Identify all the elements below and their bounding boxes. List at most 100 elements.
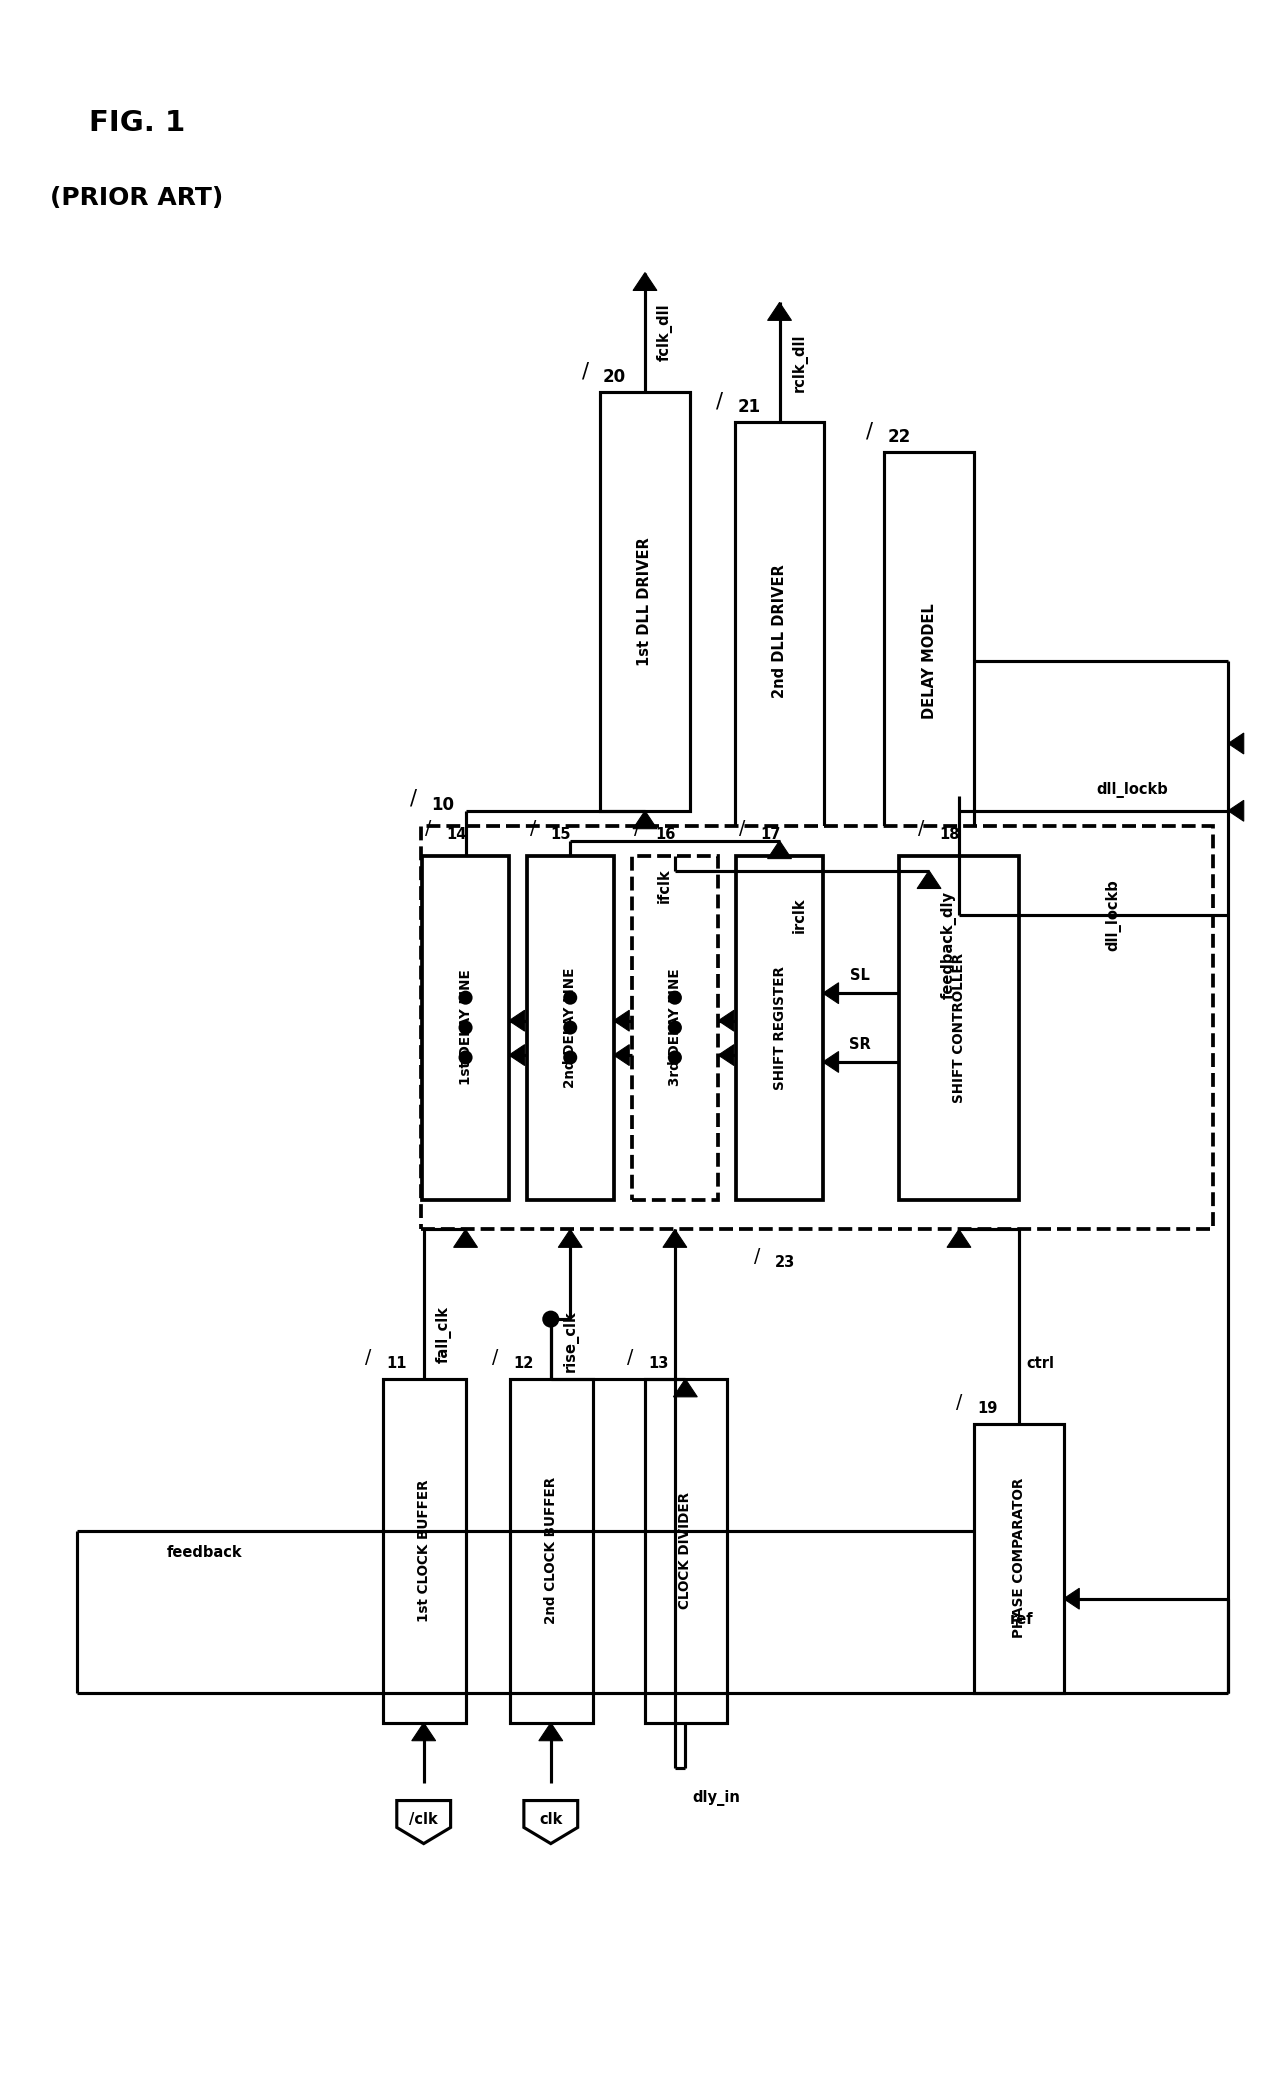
Polygon shape — [1228, 800, 1243, 821]
Polygon shape — [822, 983, 839, 1004]
Text: 17: 17 — [760, 827, 780, 842]
Text: DELAY MODEL: DELAY MODEL — [922, 603, 937, 718]
Polygon shape — [509, 1044, 524, 1065]
Text: 18: 18 — [940, 827, 960, 842]
Text: ref: ref — [1010, 1613, 1034, 1628]
Bar — [645, 1380, 727, 1722]
Text: 19: 19 — [977, 1401, 997, 1415]
Polygon shape — [1228, 733, 1243, 754]
Text: /: / — [956, 1392, 963, 1413]
Circle shape — [459, 1052, 472, 1063]
Text: /: / — [918, 819, 924, 838]
Bar — [734, 422, 825, 840]
Text: 12: 12 — [514, 1357, 534, 1371]
Polygon shape — [1063, 1588, 1080, 1609]
Text: /: / — [866, 420, 873, 441]
Text: 2nd CLOCK BUFFER: 2nd CLOCK BUFFER — [543, 1476, 557, 1625]
Text: feedback: feedback — [167, 1546, 242, 1560]
Circle shape — [669, 1021, 681, 1033]
Bar — [421, 825, 1213, 1228]
Polygon shape — [663, 1228, 687, 1247]
Bar — [884, 452, 974, 872]
Polygon shape — [632, 273, 657, 290]
Text: /: / — [492, 1348, 499, 1367]
Text: /: / — [365, 1348, 371, 1367]
Circle shape — [669, 1052, 681, 1063]
Polygon shape — [947, 1228, 970, 1247]
Polygon shape — [524, 1800, 578, 1844]
Polygon shape — [917, 872, 941, 888]
Text: 1st CLOCK BUFFER: 1st CLOCK BUFFER — [417, 1480, 431, 1621]
Bar — [736, 855, 822, 1199]
Text: 2nd DLL DRIVER: 2nd DLL DRIVER — [773, 565, 787, 697]
Text: irclk: irclk — [792, 897, 807, 932]
Text: clk: clk — [539, 1812, 562, 1827]
Bar — [974, 1424, 1063, 1693]
Circle shape — [459, 991, 472, 1004]
Text: /: / — [635, 819, 640, 838]
Text: SL: SL — [850, 968, 871, 983]
Text: /clk: /clk — [409, 1812, 439, 1827]
Polygon shape — [454, 1228, 478, 1247]
Polygon shape — [718, 1010, 734, 1031]
Text: SR: SR — [849, 1037, 871, 1052]
Text: /: / — [627, 1348, 634, 1367]
Text: 1st DELAY LINE: 1st DELAY LINE — [459, 970, 473, 1086]
Text: CLOCK DIVIDER: CLOCK DIVIDER — [678, 1493, 692, 1609]
Polygon shape — [397, 1800, 450, 1844]
Circle shape — [565, 1021, 576, 1033]
Circle shape — [565, 1052, 576, 1063]
Text: dly_in: dly_in — [692, 1789, 741, 1806]
Circle shape — [543, 1312, 558, 1327]
Polygon shape — [509, 1010, 524, 1031]
Text: 15: 15 — [551, 827, 571, 842]
Polygon shape — [822, 1052, 839, 1073]
Text: SHIFT REGISTER: SHIFT REGISTER — [773, 966, 787, 1090]
Text: /: / — [529, 819, 536, 838]
Text: 21: 21 — [738, 399, 761, 416]
Bar — [527, 855, 613, 1199]
Text: dll_lockb: dll_lockb — [1105, 880, 1122, 951]
Bar — [899, 855, 1019, 1199]
Polygon shape — [718, 1044, 734, 1065]
Polygon shape — [632, 811, 657, 830]
Text: /: / — [409, 790, 417, 808]
Text: 10: 10 — [431, 796, 454, 815]
Text: /: / — [717, 391, 723, 412]
Text: 16: 16 — [655, 827, 676, 842]
Bar — [510, 1380, 593, 1722]
Text: fclk_dll: fclk_dll — [657, 304, 673, 361]
Text: 3rd DELAY LINE: 3rd DELAY LINE — [668, 968, 682, 1086]
Bar — [601, 393, 690, 811]
Text: fall_clk: fall_clk — [436, 1306, 451, 1363]
Text: 1st DLL DRIVER: 1st DLL DRIVER — [638, 538, 653, 666]
Text: ifclk: ifclk — [657, 867, 672, 903]
Bar — [422, 855, 509, 1199]
Text: ctrl: ctrl — [1026, 1357, 1054, 1371]
Polygon shape — [613, 1044, 630, 1065]
Text: 22: 22 — [887, 428, 910, 445]
Text: (PRIOR ART): (PRIOR ART) — [50, 185, 223, 210]
Text: /: / — [425, 819, 431, 838]
Text: 23: 23 — [775, 1256, 796, 1270]
Polygon shape — [539, 1722, 562, 1741]
Circle shape — [459, 1021, 472, 1033]
Text: 11: 11 — [386, 1357, 407, 1371]
Bar — [631, 855, 718, 1199]
Polygon shape — [613, 1010, 630, 1031]
Text: /: / — [754, 1247, 760, 1266]
Text: SHIFT CONTROLLER: SHIFT CONTROLLER — [952, 953, 966, 1102]
Text: 14: 14 — [446, 827, 467, 842]
Polygon shape — [412, 1722, 436, 1741]
Polygon shape — [768, 840, 792, 859]
Text: PHASE COMPARATOR: PHASE COMPARATOR — [1012, 1478, 1026, 1638]
Text: rclk_dll: rclk_dll — [792, 334, 807, 391]
Circle shape — [669, 991, 681, 1004]
Text: rise_clk: rise_clk — [562, 1310, 579, 1373]
Text: 2nd DELAY LINE: 2nd DELAY LINE — [564, 968, 578, 1088]
Text: FIG. 1: FIG. 1 — [88, 109, 185, 136]
Text: 20: 20 — [603, 368, 626, 386]
Polygon shape — [673, 1380, 697, 1396]
Text: 13: 13 — [648, 1357, 668, 1371]
Polygon shape — [558, 1228, 583, 1247]
